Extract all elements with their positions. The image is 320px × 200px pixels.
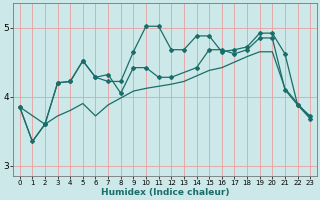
- X-axis label: Humidex (Indice chaleur): Humidex (Indice chaleur): [101, 188, 229, 197]
